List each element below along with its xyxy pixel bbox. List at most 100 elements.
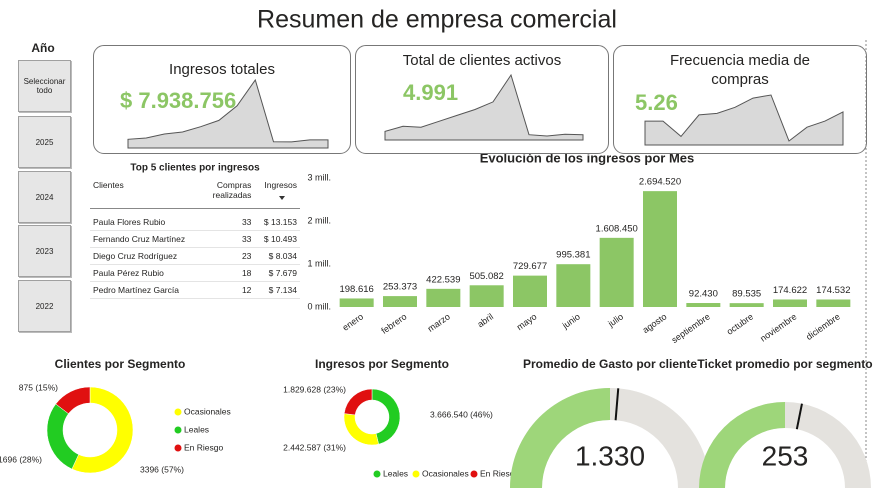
data-label: 2.442.587 (31%) — [283, 442, 346, 452]
data-label: 422.539 — [426, 274, 460, 285]
chart-title: Clientes por Segmento — [55, 357, 186, 371]
legend-label: En Riesgo — [480, 468, 519, 478]
donut-segment — [46, 403, 79, 470]
donut-segment — [343, 388, 373, 416]
x-tick-label: agosto — [641, 311, 669, 335]
sparkline-area — [127, 78, 329, 149]
legend-marker — [174, 444, 182, 452]
x-tick-label: diciembre — [804, 311, 842, 342]
table-cell: $ 13.153 — [254, 208, 300, 231]
data-label: 2.694.520 — [639, 177, 681, 188]
kpi-card — [355, 45, 609, 154]
y-tick-label: 1 mill. — [307, 258, 331, 268]
kpi-value: 5.26 — [635, 90, 678, 115]
gauge-value: 253 — [762, 440, 809, 471]
table-cell: 18 — [204, 264, 255, 282]
table-cell: $ 10.493 — [254, 230, 300, 248]
data-label: 174.532 — [816, 285, 850, 296]
x-tick-label: febrero — [379, 311, 408, 336]
table-cell: Fernando Cruz Martínez — [90, 230, 205, 248]
kpi-value: 4.991 — [403, 80, 459, 105]
slicer-button[interactable]: 2022 — [18, 280, 71, 332]
chart-title: Promedio de Gasto por cliente — [523, 357, 697, 371]
legend-label: Ocasionales — [184, 406, 231, 416]
slicer-button[interactable]: 2024 — [18, 171, 71, 223]
header-text: Compras realizadas — [212, 180, 252, 200]
x-tick-label: septiembre — [670, 311, 712, 345]
legend-marker — [373, 470, 381, 478]
table-row: Paula Flores Rubio 33 $ 13.153 — [90, 208, 300, 231]
slicer-button[interactable]: 2025 — [18, 116, 71, 168]
table-row: Pedro Martínez García 12 $ 7.134 — [90, 281, 300, 299]
table-cell: Paula Flores Rubio — [90, 208, 205, 231]
sparkline-area — [644, 94, 844, 146]
legend-marker — [174, 408, 182, 416]
legend-marker — [470, 470, 478, 478]
table-cell: $ 7.679 — [254, 264, 300, 282]
x-tick-label: marzo — [426, 311, 452, 334]
data-label: 92.430 — [689, 289, 718, 300]
gauge-value: 1.330 — [575, 440, 645, 471]
legend-marker — [174, 426, 182, 434]
bar — [513, 275, 547, 307]
sparkline-area — [384, 73, 584, 141]
data-label: 1.608.450 — [596, 223, 638, 234]
x-tick-label: junio — [560, 311, 582, 331]
x-tick-label: mayo — [515, 311, 539, 332]
bar — [729, 303, 764, 307]
legend-label: Leales — [383, 468, 408, 478]
column-header[interactable]: Ingresos — [254, 178, 300, 209]
chart-title: Ticket promedio por segmento — [697, 357, 872, 371]
data-label: 1.829.628 (23%) — [283, 384, 346, 394]
table-cell: 33 — [204, 230, 255, 248]
bar — [383, 296, 417, 307]
bar — [686, 303, 721, 307]
legend-label: Ocasionales — [422, 468, 469, 478]
x-tick-label: enero — [341, 311, 366, 332]
legend-marker — [412, 470, 420, 478]
kpi-value: $ 7.938.756 — [120, 88, 237, 113]
donut-segment — [55, 386, 91, 415]
data-label: 174.622 — [773, 285, 807, 296]
chart-title: Evolución de los ingresos por Mes — [480, 150, 695, 165]
header-text: Ingresos — [264, 180, 297, 190]
x-tick-label: abril — [476, 311, 496, 329]
column-header[interactable]: Compras realizadas — [204, 178, 254, 209]
gauge-target — [795, 403, 803, 430]
data-label: 198.616 — [339, 284, 373, 295]
sort-arrow — [279, 196, 285, 200]
kpi-title: Frecuencia media de compras — [669, 52, 811, 88]
table-cell: $ 8.034 — [254, 247, 300, 265]
table-title: Top 5 clientes por ingresos — [130, 163, 260, 174]
kpi-card — [613, 45, 867, 154]
table-cell: 23 — [204, 247, 255, 265]
x-tick-label: octubre — [725, 311, 755, 336]
chart-title: Ingresos por Segmento — [315, 357, 449, 371]
slicer-button[interactable]: Seleccionar todo — [18, 60, 71, 112]
page-title: Resumen de empresa comercial — [257, 6, 617, 34]
data-label: 505.082 — [469, 271, 503, 282]
donut-segment — [343, 413, 379, 446]
table-cell: $ 7.134 — [254, 281, 300, 299]
x-tick-label: noviembre — [758, 311, 798, 343]
donut-segment — [71, 386, 134, 474]
kpi-title: Ingresos totales — [169, 61, 275, 78]
bar — [643, 191, 677, 307]
data-label: 875 (15%) — [19, 382, 58, 392]
data-label: 995.381 — [556, 250, 590, 261]
gauge-fill — [699, 402, 785, 488]
data-label: 253.373 — [383, 282, 417, 293]
kpi-card — [93, 45, 351, 154]
top-clients-table: Clientes Compras realizadas Ingresos Paula … — [90, 178, 300, 299]
header-text: Clientes — [93, 180, 124, 190]
table-cell: 33 — [204, 208, 255, 231]
gauge-fill — [510, 388, 610, 488]
table-cell: 12 — [204, 281, 255, 299]
y-tick-label: 0 mill. — [307, 301, 331, 311]
column-header[interactable]: Clientes — [90, 178, 204, 209]
slicer-button[interactable]: 2023 — [18, 225, 71, 277]
data-label: 1696 (28%) — [0, 454, 42, 464]
bar — [816, 299, 851, 307]
